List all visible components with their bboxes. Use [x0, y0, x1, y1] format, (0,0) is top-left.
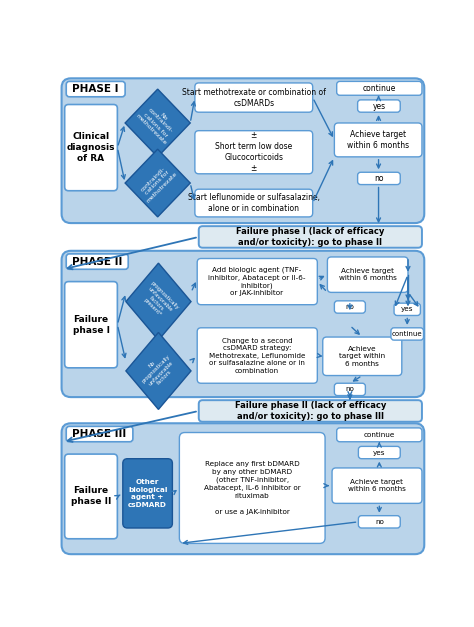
- FancyBboxPatch shape: [123, 459, 173, 528]
- Text: Other
biological
agent +
csDMARD: Other biological agent + csDMARD: [128, 479, 167, 508]
- Text: PHASE III: PHASE III: [73, 429, 127, 439]
- Text: Change to a second
csDMARD strategy:
Methotrexate, Leflunomide
or sulfasalazine : Change to a second csDMARD strategy: Met…: [209, 337, 305, 374]
- Text: Failure phase II (lack of efficacy
and/or toxicity): go to phase III: Failure phase II (lack of efficacy and/o…: [235, 401, 386, 421]
- FancyBboxPatch shape: [332, 468, 422, 503]
- Text: Achieve target
within 6 months: Achieve target within 6 months: [347, 130, 410, 150]
- FancyBboxPatch shape: [337, 82, 422, 95]
- FancyBboxPatch shape: [358, 515, 400, 528]
- Text: Failure
phase I: Failure phase I: [73, 315, 109, 335]
- Text: Failure
phase II: Failure phase II: [71, 487, 111, 507]
- Polygon shape: [126, 263, 191, 340]
- Text: continue: continue: [364, 432, 395, 438]
- FancyBboxPatch shape: [334, 301, 365, 313]
- Text: no: no: [374, 174, 384, 183]
- FancyBboxPatch shape: [66, 82, 125, 97]
- Text: Failure phase I (lack of efficacy
and/or toxicity): go to phase II: Failure phase I (lack of efficacy and/or…: [236, 227, 384, 247]
- Text: no: no: [375, 519, 384, 525]
- FancyBboxPatch shape: [357, 100, 400, 112]
- FancyBboxPatch shape: [197, 258, 317, 305]
- Text: yes: yes: [373, 102, 386, 110]
- Text: Achieve target
within 6 months: Achieve target within 6 months: [339, 268, 397, 282]
- FancyBboxPatch shape: [66, 426, 133, 442]
- Text: Start leflunomide or sulfasalazine,
alone or in combination: Start leflunomide or sulfasalazine, alon…: [188, 193, 320, 213]
- FancyBboxPatch shape: [391, 328, 423, 340]
- FancyBboxPatch shape: [62, 423, 424, 554]
- Polygon shape: [125, 149, 190, 217]
- Text: yes: yes: [373, 450, 385, 456]
- FancyBboxPatch shape: [195, 83, 313, 112]
- FancyBboxPatch shape: [64, 454, 118, 539]
- Text: No
prognostically
unfavorable
factors: No prognostically unfavorable factors: [137, 350, 180, 392]
- FancyBboxPatch shape: [394, 303, 420, 315]
- Text: PHASE I: PHASE I: [73, 84, 119, 94]
- Text: Achieve
target within
6 months: Achieve target within 6 months: [339, 345, 385, 367]
- FancyBboxPatch shape: [199, 226, 422, 248]
- FancyBboxPatch shape: [62, 78, 424, 223]
- FancyBboxPatch shape: [358, 446, 400, 459]
- Text: Add biologic agent (TNF-
inhibitor, Abatacept or Il-6-
inhibitor)
or JAK-inhibit: Add biologic agent (TNF- inhibitor, Abat…: [208, 267, 306, 297]
- FancyBboxPatch shape: [62, 251, 424, 397]
- FancyBboxPatch shape: [64, 282, 118, 368]
- FancyBboxPatch shape: [323, 337, 402, 376]
- Text: Clinical
diagnosis
of RA: Clinical diagnosis of RA: [67, 132, 115, 163]
- FancyBboxPatch shape: [64, 105, 118, 191]
- Polygon shape: [126, 332, 191, 409]
- Text: no: no: [346, 304, 354, 310]
- FancyBboxPatch shape: [357, 172, 400, 184]
- Text: ±
Short term low dose
Glucocorticoids
±: ± Short term low dose Glucocorticoids ±: [215, 131, 292, 174]
- Text: Start methotrexate or combination of
csDMARDs: Start methotrexate or combination of csD…: [182, 88, 326, 108]
- Text: Achieve target
within 6 months: Achieve target within 6 months: [348, 479, 406, 492]
- FancyBboxPatch shape: [334, 383, 365, 396]
- FancyBboxPatch shape: [66, 254, 128, 269]
- Text: PHASE II: PHASE II: [72, 256, 122, 266]
- Text: No
contraindi-
cations for
methotrexate: No contraindi- cations for methotrexate: [135, 100, 180, 145]
- FancyBboxPatch shape: [179, 433, 325, 544]
- FancyBboxPatch shape: [195, 130, 313, 174]
- FancyBboxPatch shape: [334, 123, 422, 157]
- Polygon shape: [125, 89, 190, 157]
- Text: continue: continue: [392, 331, 422, 337]
- Text: prognostically
unfavorable
factors
present*: prognostically unfavorable factors prese…: [137, 280, 180, 323]
- FancyBboxPatch shape: [199, 400, 422, 422]
- FancyBboxPatch shape: [337, 428, 422, 442]
- Text: Replace any first bDMARD
by any other bDMARD
(other TNF-inhibitor,
Abatacept, IL: Replace any first bDMARD by any other bD…: [204, 461, 301, 515]
- Text: no: no: [346, 386, 354, 393]
- Text: contraindi-
cations for
methotrexate: contraindi- cations for methotrexate: [137, 162, 178, 203]
- Text: continue: continue: [363, 84, 396, 93]
- FancyBboxPatch shape: [197, 328, 317, 383]
- Text: yes: yes: [401, 307, 413, 312]
- FancyBboxPatch shape: [328, 257, 408, 292]
- FancyBboxPatch shape: [195, 189, 313, 217]
